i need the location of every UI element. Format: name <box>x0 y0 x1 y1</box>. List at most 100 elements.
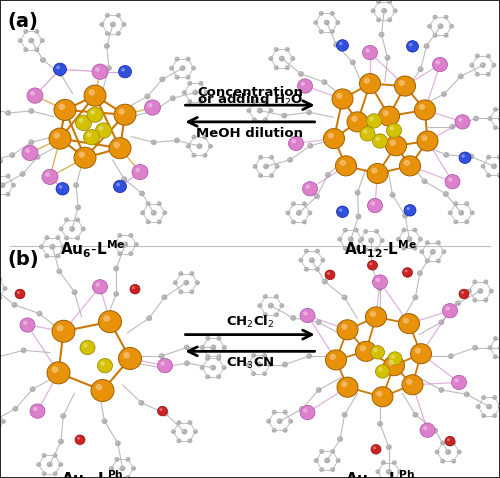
Circle shape <box>126 457 130 462</box>
Circle shape <box>36 155 38 157</box>
Circle shape <box>319 449 324 454</box>
Circle shape <box>434 34 435 35</box>
Circle shape <box>44 253 50 258</box>
Circle shape <box>314 194 320 199</box>
Circle shape <box>121 176 127 182</box>
Circle shape <box>456 450 462 455</box>
Circle shape <box>30 39 32 41</box>
Circle shape <box>306 185 310 189</box>
Circle shape <box>264 295 266 296</box>
Circle shape <box>446 306 450 311</box>
Circle shape <box>256 362 262 368</box>
Circle shape <box>24 29 28 34</box>
Circle shape <box>450 25 452 26</box>
Circle shape <box>378 368 382 371</box>
Circle shape <box>320 30 321 32</box>
Circle shape <box>84 130 100 145</box>
Circle shape <box>56 235 60 240</box>
Circle shape <box>106 32 108 33</box>
Circle shape <box>498 405 500 407</box>
Circle shape <box>116 31 121 36</box>
Circle shape <box>402 317 409 324</box>
Circle shape <box>448 177 452 182</box>
Circle shape <box>138 400 144 406</box>
Circle shape <box>443 191 449 197</box>
Circle shape <box>170 95 176 101</box>
Circle shape <box>391 193 392 195</box>
Circle shape <box>331 450 332 451</box>
Circle shape <box>459 152 471 163</box>
Circle shape <box>436 451 437 452</box>
Circle shape <box>284 429 285 430</box>
Circle shape <box>258 155 263 160</box>
Circle shape <box>76 237 78 238</box>
Circle shape <box>204 90 209 95</box>
Circle shape <box>337 436 343 442</box>
Circle shape <box>76 218 78 220</box>
Circle shape <box>296 210 302 216</box>
Circle shape <box>210 345 216 350</box>
Circle shape <box>92 64 108 79</box>
Circle shape <box>386 136 406 156</box>
Circle shape <box>270 109 271 110</box>
Circle shape <box>291 219 296 224</box>
Circle shape <box>100 23 102 24</box>
Circle shape <box>288 419 293 424</box>
Circle shape <box>126 458 128 459</box>
Circle shape <box>52 366 59 373</box>
Circle shape <box>372 387 393 407</box>
Circle shape <box>11 183 16 187</box>
Circle shape <box>338 238 340 239</box>
Circle shape <box>286 211 288 213</box>
Circle shape <box>308 210 312 215</box>
Circle shape <box>146 202 148 204</box>
Circle shape <box>116 476 117 478</box>
Circle shape <box>473 116 479 121</box>
Circle shape <box>75 217 80 222</box>
Circle shape <box>42 454 44 456</box>
Circle shape <box>300 259 301 260</box>
Circle shape <box>187 145 188 146</box>
Circle shape <box>176 76 177 77</box>
Circle shape <box>272 411 274 412</box>
Circle shape <box>58 227 64 231</box>
Circle shape <box>156 201 162 206</box>
Circle shape <box>116 13 121 18</box>
Circle shape <box>192 67 194 68</box>
Circle shape <box>475 54 480 58</box>
Circle shape <box>181 66 182 68</box>
Circle shape <box>406 207 410 210</box>
Circle shape <box>356 215 358 217</box>
Circle shape <box>292 139 296 143</box>
Circle shape <box>56 254 58 256</box>
Circle shape <box>169 66 174 71</box>
Circle shape <box>100 361 105 366</box>
Circle shape <box>331 468 332 469</box>
Circle shape <box>319 467 324 472</box>
Circle shape <box>404 270 407 272</box>
Circle shape <box>460 211 461 213</box>
Circle shape <box>486 155 491 160</box>
Circle shape <box>342 294 347 300</box>
Circle shape <box>437 241 438 243</box>
Circle shape <box>494 108 496 109</box>
Circle shape <box>442 304 458 318</box>
Circle shape <box>64 236 69 240</box>
Circle shape <box>188 100 190 101</box>
Circle shape <box>118 251 122 256</box>
Circle shape <box>252 354 254 356</box>
Circle shape <box>49 128 71 149</box>
Circle shape <box>305 268 306 269</box>
Circle shape <box>348 236 354 242</box>
Circle shape <box>396 237 401 241</box>
Circle shape <box>394 10 395 11</box>
Circle shape <box>200 345 205 350</box>
Circle shape <box>442 250 444 252</box>
Circle shape <box>422 178 428 184</box>
Circle shape <box>376 470 378 472</box>
Circle shape <box>376 278 380 282</box>
Circle shape <box>374 247 379 252</box>
Circle shape <box>336 459 338 460</box>
Circle shape <box>417 131 438 151</box>
Circle shape <box>178 439 179 441</box>
